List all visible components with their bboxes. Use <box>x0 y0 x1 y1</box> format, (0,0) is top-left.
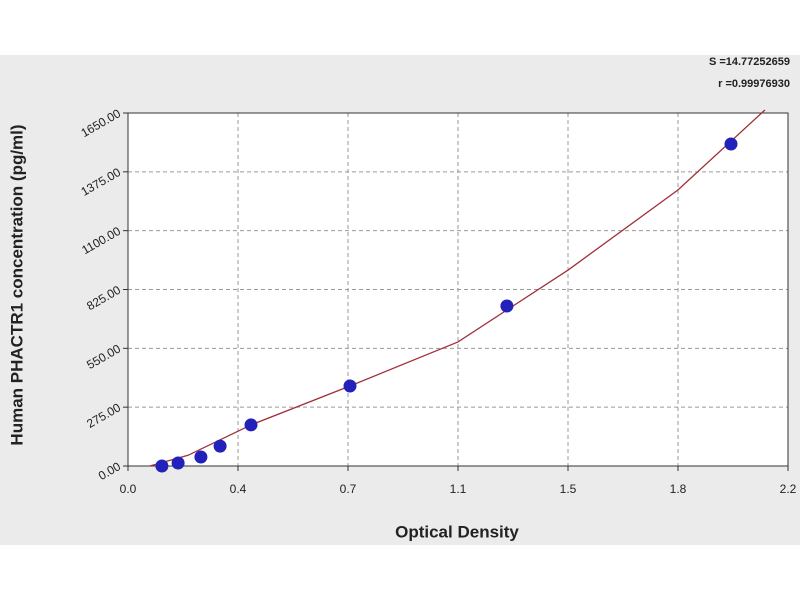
x-tick-label: 1.5 <box>560 482 577 496</box>
x-tick-label: 1.8 <box>670 482 687 496</box>
annotation: S =14.77252659 <box>709 56 790 68</box>
plot-frame <box>127 112 789 467</box>
x-tick-label: 0.4 <box>230 482 247 496</box>
y-axis-title: Human PHACTR1 concentration (pg/ml) <box>7 124 26 445</box>
x-axis-title: Optical Density <box>395 522 519 541</box>
data-point <box>155 459 169 473</box>
x-tick-label: 1.1 <box>450 482 467 496</box>
data-point <box>500 299 514 313</box>
data-point <box>213 439 227 453</box>
data-point <box>171 456 185 470</box>
data-point <box>724 137 738 151</box>
x-tick-label: 2.2 <box>780 482 797 496</box>
data-point <box>194 450 208 464</box>
x-tick-label: 0.7 <box>340 482 357 496</box>
data-point <box>343 379 357 393</box>
annotation: r =0.99976930 <box>718 78 790 90</box>
fit-curve <box>149 109 766 466</box>
data-point <box>244 418 258 432</box>
x-tick-label: 0.0 <box>120 482 137 496</box>
